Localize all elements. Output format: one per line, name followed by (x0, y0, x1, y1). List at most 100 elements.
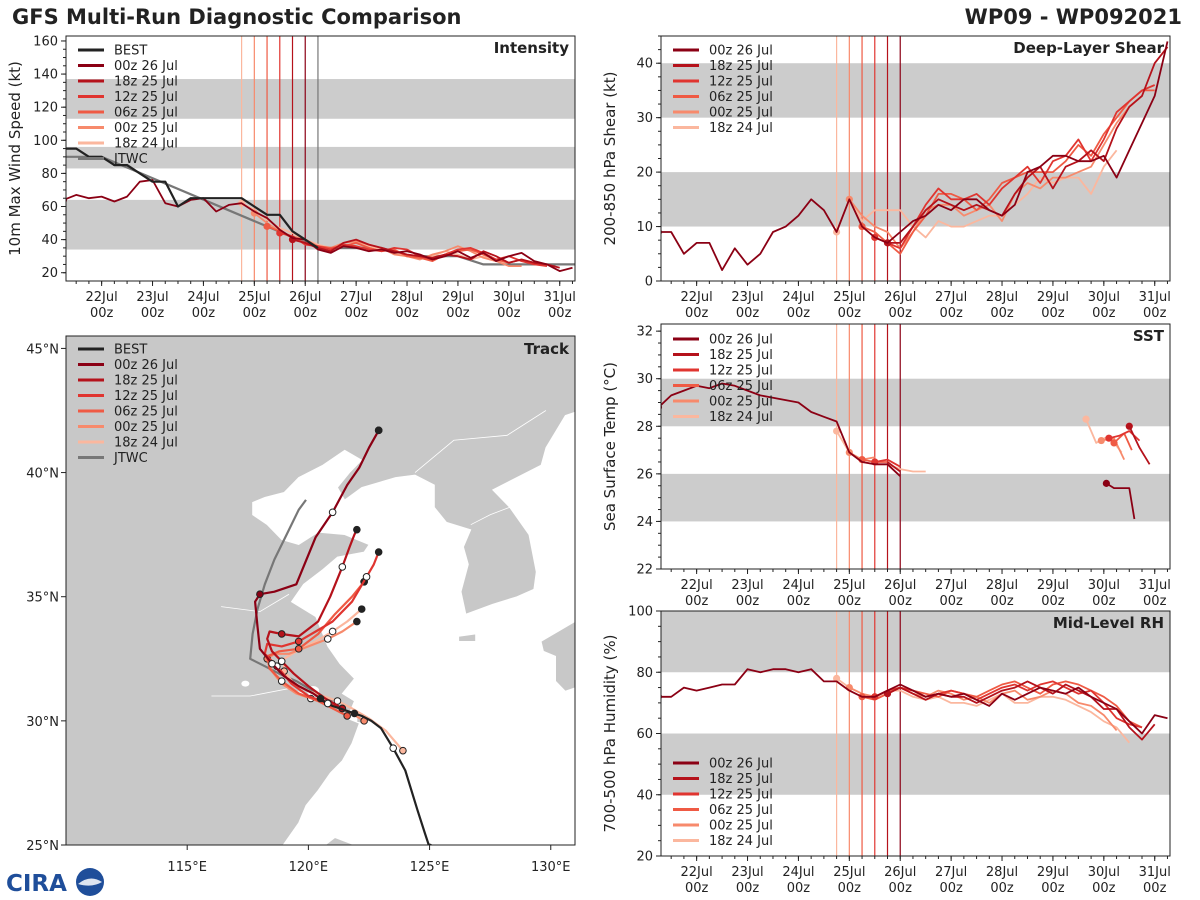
intensity-init-marker (263, 222, 271, 230)
mainland-land (66, 336, 575, 845)
sst-ytick-label: 28 (636, 420, 653, 435)
track-panel-title: Track (524, 340, 570, 358)
rh-xtick-label: 27Jul (935, 865, 967, 880)
intensity-xtick-label: 23Jul (136, 290, 168, 305)
sst-xtick-label: 22Jul (681, 578, 713, 593)
sst-band (661, 473, 1170, 522)
track-map-group (66, 336, 575, 845)
sst-xtick-label: 00z (990, 594, 1014, 609)
intensity-ylabel: 10m Max Wind Speed (kt) (6, 61, 24, 256)
rh-xtick-label: 31Jul (1139, 865, 1171, 880)
track-ytick-label: 45°N (26, 342, 59, 357)
storm-id: WP09 - WP092021 (964, 5, 1182, 29)
intensity-series-line (66, 179, 573, 273)
intensity-xtick-label: 00z (243, 306, 267, 321)
shear-xtick-label: 22Jul (681, 290, 713, 305)
shear-ytick-label: 0 (645, 275, 653, 290)
shear-xtick-label: 23Jul (731, 290, 763, 305)
sst-xtick-label: 00z (838, 594, 862, 609)
rh-xtick-label: 00z (838, 881, 862, 896)
rh-xtick-label: 00z (1041, 881, 1065, 896)
rh-ytick-label: 40 (636, 788, 653, 803)
intensity-legend-label: JTWC (113, 152, 148, 167)
intensity-legend-label: 00z 26 Jul (114, 59, 178, 74)
shear-xtick-label: 28Jul (986, 290, 1018, 305)
shear-ylabel: 200-850 hPa Shear (kt) (601, 72, 619, 246)
sst-xtick-label: 00z (1092, 594, 1116, 609)
intensity-series-line (66, 147, 319, 249)
track-line (266, 529, 358, 710)
track-point (333, 697, 342, 705)
intensity-xtick-label: 00z (548, 306, 572, 321)
sst-xtick-label: 24Jul (782, 578, 814, 593)
shear-xtick-label: 25Jul (833, 290, 865, 305)
sst-legend-label: 18z 24 Jul (709, 410, 773, 425)
sst-series-line (1128, 425, 1151, 465)
track-xtick-label: 125°E (410, 860, 450, 875)
rh-xtick-label: 23Jul (731, 865, 763, 880)
intensity-legend-label: 18z 25 Jul (114, 75, 178, 90)
shear-xtick-label: 26Jul (884, 290, 916, 305)
shear-xtick-label: 00z (1092, 306, 1116, 321)
sst-xtick-label: 00z (787, 594, 811, 609)
track-point (294, 637, 303, 646)
intensity-xtick-label: 00z (192, 306, 216, 321)
track-point (350, 709, 359, 718)
intensity-xtick-label: 29Jul (442, 290, 474, 305)
intensity-xtick-label: 27Jul (340, 290, 372, 305)
shear-xtick-label: 00z (889, 306, 913, 321)
rh-xtick-label: 28Jul (986, 865, 1018, 880)
japan-land (540, 621, 575, 692)
rh-panel-title: Mid-Level RH (1053, 614, 1164, 632)
rh-xtick-label: 00z (1092, 881, 1116, 896)
shear-series-line (861, 89, 1155, 255)
shear-series-line (887, 46, 1169, 244)
sst-xtick-label: 31Jul (1139, 578, 1171, 593)
track-point (323, 699, 332, 708)
rh-xtick-label: 00z (736, 881, 760, 896)
sst-ytick-label: 22 (636, 563, 653, 578)
intensity-xtick-label: 00z (90, 306, 114, 321)
shear-legend-label: 18z 24 Jul (709, 121, 773, 136)
track-legend-label: 12z 25 Jul (114, 389, 178, 404)
intensity-frame (65, 35, 576, 282)
track-legend-label: 18z 24 Jul (114, 436, 178, 451)
rh-series-group (661, 668, 1168, 744)
intensity-band (66, 199, 575, 250)
sst-xtick-label: 00z (1143, 594, 1167, 609)
shear-xtick-label: 24Jul (782, 290, 814, 305)
taiwan-land (324, 837, 355, 845)
rh-ytick-label: 100 (628, 605, 653, 620)
page-title: GFS Multi-Run Diagnostic Comparison (12, 5, 462, 29)
rh-band (661, 733, 1170, 795)
shear-series-line (874, 84, 1156, 250)
track-point (362, 573, 371, 581)
intensity-ytick-label: 160 (33, 34, 58, 49)
intensity-ytick-label: 100 (33, 134, 58, 149)
shear-series-group (661, 41, 1169, 272)
track-point (323, 635, 332, 643)
sst-xtick-label: 28Jul (986, 578, 1018, 593)
jeju-land (458, 633, 477, 642)
shear-series-line (661, 41, 1169, 272)
rh-init-marker (833, 674, 841, 682)
intensity-xtick-label: 26Jul (289, 290, 321, 305)
shear-xtick-label: 27Jul (935, 290, 967, 305)
cira-logo: CIRA (6, 868, 104, 897)
sst-ytick-label: 30 (636, 372, 653, 387)
rh-xtick-label: 00z (939, 881, 963, 896)
rh-xtick-label: 29Jul (1037, 865, 1069, 880)
sst-xtick-label: 26Jul (884, 578, 916, 593)
sst-xtick-label: 29Jul (1037, 578, 1069, 593)
intensity-ytick-label: 80 (41, 167, 58, 182)
track-point (353, 525, 361, 534)
sst-legend-label: 00z 25 Jul (709, 395, 773, 410)
sst-series-line (1105, 482, 1136, 520)
sst-xtick-label: 30Jul (1088, 578, 1120, 593)
shear-legend-label: 06z 25 Jul (709, 90, 773, 105)
shear-legend-label: 00z 25 Jul (709, 106, 773, 121)
intensity-xtick-label: 00z (497, 306, 521, 321)
country-border (414, 410, 547, 473)
sst-xtick-label: 00z (889, 594, 913, 609)
shear-ytick-label: 20 (636, 166, 653, 181)
